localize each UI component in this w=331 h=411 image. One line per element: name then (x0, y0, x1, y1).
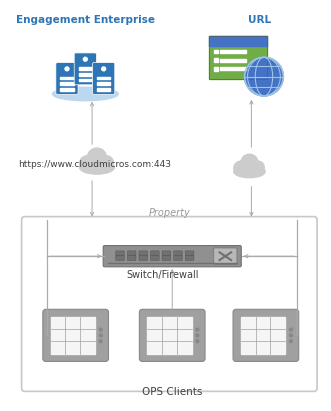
Circle shape (290, 340, 292, 343)
Bar (209, 36, 267, 79)
FancyBboxPatch shape (185, 256, 194, 261)
Circle shape (99, 328, 102, 331)
Circle shape (290, 328, 292, 331)
FancyBboxPatch shape (162, 251, 171, 256)
Bar (60, 88, 74, 91)
FancyBboxPatch shape (151, 251, 159, 256)
FancyBboxPatch shape (174, 256, 182, 261)
Circle shape (99, 340, 102, 343)
Bar (97, 88, 111, 91)
Bar (60, 76, 74, 79)
FancyBboxPatch shape (151, 256, 159, 261)
Bar (78, 79, 92, 81)
Text: Switch/Firewall: Switch/Firewall (126, 270, 199, 280)
Bar (78, 73, 92, 76)
Bar (147, 317, 192, 354)
Bar (220, 59, 246, 62)
Bar (214, 58, 217, 62)
Circle shape (196, 334, 199, 337)
Circle shape (196, 340, 199, 343)
FancyBboxPatch shape (43, 309, 109, 361)
Circle shape (290, 334, 292, 337)
FancyBboxPatch shape (162, 256, 171, 261)
Text: Property: Property (148, 208, 190, 217)
Circle shape (241, 154, 258, 172)
Bar (220, 50, 246, 53)
Circle shape (79, 156, 95, 171)
Circle shape (83, 57, 87, 61)
Bar (97, 76, 111, 79)
FancyBboxPatch shape (139, 309, 205, 361)
Bar (78, 67, 92, 70)
Bar (97, 82, 111, 85)
Bar (241, 317, 285, 354)
FancyBboxPatch shape (74, 53, 96, 85)
Circle shape (252, 161, 264, 173)
Text: OPS Clients: OPS Clients (142, 387, 203, 397)
Ellipse shape (53, 87, 118, 101)
FancyBboxPatch shape (22, 217, 317, 391)
Text: https://www.cloudmicros.com:443: https://www.cloudmicros.com:443 (18, 160, 171, 169)
FancyBboxPatch shape (56, 62, 78, 95)
Bar (51, 317, 95, 354)
FancyBboxPatch shape (103, 245, 241, 267)
Circle shape (65, 67, 69, 71)
Circle shape (87, 148, 107, 167)
Bar (214, 67, 217, 71)
FancyBboxPatch shape (185, 251, 194, 256)
Bar (209, 36, 267, 46)
FancyBboxPatch shape (116, 251, 124, 256)
FancyBboxPatch shape (93, 62, 115, 95)
FancyBboxPatch shape (214, 248, 237, 264)
FancyBboxPatch shape (127, 256, 136, 261)
Circle shape (196, 328, 199, 331)
Bar (220, 67, 246, 70)
Circle shape (234, 161, 248, 175)
Circle shape (102, 67, 106, 71)
Circle shape (245, 57, 283, 96)
Circle shape (99, 334, 102, 337)
Text: Engagement Enterprise: Engagement Enterprise (16, 15, 155, 25)
FancyBboxPatch shape (116, 256, 124, 261)
Ellipse shape (79, 161, 114, 174)
FancyBboxPatch shape (139, 256, 148, 261)
FancyBboxPatch shape (233, 309, 299, 361)
Text: URL: URL (248, 15, 271, 25)
Bar (209, 36, 267, 79)
FancyBboxPatch shape (127, 251, 136, 256)
Bar (214, 50, 217, 53)
FancyBboxPatch shape (139, 251, 148, 256)
Ellipse shape (234, 166, 265, 178)
Bar (60, 82, 74, 85)
Circle shape (100, 156, 113, 169)
FancyBboxPatch shape (174, 251, 182, 256)
